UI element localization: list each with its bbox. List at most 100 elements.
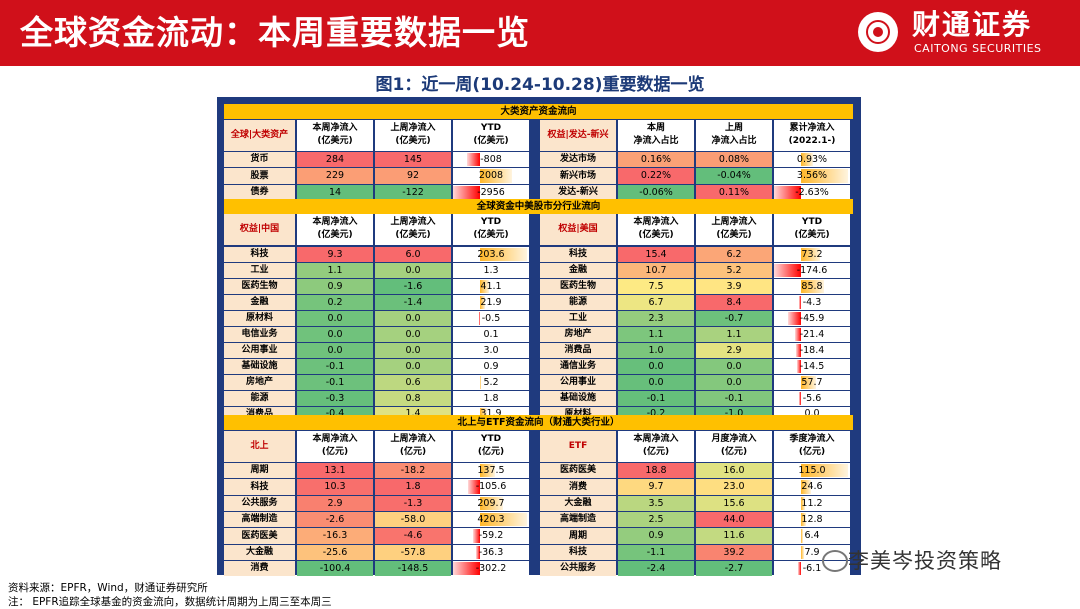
data-bar-cell: -2.63%	[774, 185, 850, 200]
data-bar-cell: 115.0	[774, 463, 850, 478]
data-cell: 0.0	[375, 311, 451, 326]
row-label: 高端制造	[540, 512, 616, 527]
row-label: 金融	[224, 295, 295, 310]
data-cell: -1.1	[618, 545, 694, 560]
data-bar-cell: -21.4	[774, 327, 850, 342]
data-bar-value: -4.3	[803, 297, 822, 308]
data-cell: 0.16%	[618, 152, 694, 167]
column-header: YTD(亿美元)	[453, 120, 529, 151]
data-bar-cell: 137.5	[453, 463, 529, 478]
data-bar-cell: 85.8	[774, 279, 850, 294]
data-cell: -0.1	[297, 375, 373, 390]
data-cell: 10.7	[618, 263, 694, 278]
column-header: YTD(亿美元)	[774, 214, 850, 245]
row-label: 货币	[224, 152, 295, 167]
data-bar	[480, 344, 481, 357]
section-title: 北上与ETF资金流向（财通大类行业）	[224, 415, 853, 430]
data-cell: -2.4	[618, 561, 694, 576]
data-cell: 1.0	[618, 343, 694, 358]
column-header: YTD(亿美元)	[453, 214, 529, 245]
data-bar-value: -2.63%	[795, 187, 829, 198]
data-bar-value: -302.2	[476, 563, 507, 574]
data-cell: 0.0	[375, 263, 451, 278]
data-bar-cell: -2956	[453, 185, 529, 200]
data-cell: -0.1	[297, 359, 373, 374]
row-label: 医药生物	[224, 279, 295, 294]
data-bar-cell: -36.3	[453, 545, 529, 560]
column-header: 上周净流入(亿美元)	[696, 214, 772, 245]
data-bar-value: -59.2	[479, 530, 504, 541]
row-label: 公用事业	[224, 343, 295, 358]
data-bar-value: 41.1	[480, 281, 501, 292]
data-bar-value: 7.9	[804, 547, 819, 558]
data-cell: 0.2	[297, 295, 373, 310]
data-bar-value: 85.8	[801, 281, 822, 292]
data-cell: 8.4	[696, 295, 772, 310]
data-bar-value: -45.9	[800, 313, 825, 324]
table-label: 权益|中国	[224, 214, 295, 245]
data-cell: -0.3	[297, 391, 373, 406]
data-cell: 6.7	[618, 295, 694, 310]
data-bar-value: 420.3	[477, 514, 504, 525]
column-header: 上周净流入(亿美元)	[375, 120, 451, 151]
data-cell: 1.1	[297, 263, 373, 278]
footer-note: 注： EPFR追踪全球基金的资金流向，数据统计周期为上周三至本周三	[8, 594, 332, 609]
data-cell: 9.7	[618, 479, 694, 495]
row-label: 基础设施	[540, 391, 616, 406]
data-cell: 6.0	[375, 247, 451, 262]
data-bar-value: -2956	[477, 187, 505, 198]
data-cell: -58.0	[375, 512, 451, 527]
data-bar	[799, 392, 801, 405]
data-cell: 13.1	[297, 463, 373, 478]
row-label: 消费品	[540, 343, 616, 358]
data-bar-cell: 12.8	[774, 512, 850, 527]
data-cell: 3.5	[618, 496, 694, 511]
data-bar-cell: 1.8	[453, 391, 529, 406]
row-label: 原材料	[224, 311, 295, 326]
data-cell: 0.9	[618, 528, 694, 544]
row-label: 医药医美	[540, 463, 616, 478]
data-cell: 15.4	[618, 247, 694, 262]
column-header: YTD(亿元)	[453, 431, 529, 462]
section-title: 全球资金中美股市分行业流向	[224, 199, 853, 214]
data-cell: 44.0	[696, 512, 772, 527]
data-cell: 5.2	[696, 263, 772, 278]
data-cell: -1.6	[375, 279, 451, 294]
data-cell: 2.9	[696, 343, 772, 358]
data-cell: 145	[375, 152, 451, 167]
row-label: 消费	[224, 561, 295, 576]
data-bar-cell: -302.2	[453, 561, 529, 576]
row-label: 金融	[540, 263, 616, 278]
data-cell: 0.22%	[618, 168, 694, 184]
row-label: 科技	[224, 479, 295, 495]
data-bar-cell: 0.93%	[774, 152, 850, 167]
column-header: 本周净流入(亿元)	[618, 431, 694, 462]
data-cell: 1.8	[375, 479, 451, 495]
data-cell: -1.4	[375, 295, 451, 310]
data-cell: 10.3	[297, 479, 373, 495]
row-label: 周期	[540, 528, 616, 544]
data-bar-value: 0.1	[483, 329, 498, 340]
data-bar-value: -0.5	[482, 313, 501, 324]
data-cell: 39.2	[696, 545, 772, 560]
row-label: 电信业务	[224, 327, 295, 342]
data-bar-value: 137.5	[477, 465, 504, 476]
row-label: 高端制造	[224, 512, 295, 527]
data-cell: 0.0	[696, 375, 772, 390]
data-cell: -57.8	[375, 545, 451, 560]
table-label: 北上	[224, 431, 295, 462]
column-header: 本周净流入(亿元)	[297, 431, 373, 462]
data-cell: 0.0	[297, 327, 373, 342]
data-cell: 0.0	[696, 359, 772, 374]
row-label: 能源	[540, 295, 616, 310]
data-bar-cell: 6.4	[774, 528, 850, 544]
data-bar-cell: 2008	[453, 168, 529, 184]
data-bar-value: 203.6	[477, 249, 504, 260]
data-bar-value: 24.6	[801, 481, 822, 492]
watermark: 李美岑投资策略	[848, 545, 1002, 575]
data-cell: 16.0	[696, 463, 772, 478]
data-cell: 0.9	[297, 279, 373, 294]
data-cell: 0.0	[618, 375, 694, 390]
data-bar-value: -18.4	[800, 345, 825, 356]
data-cell: -1.3	[375, 496, 451, 511]
